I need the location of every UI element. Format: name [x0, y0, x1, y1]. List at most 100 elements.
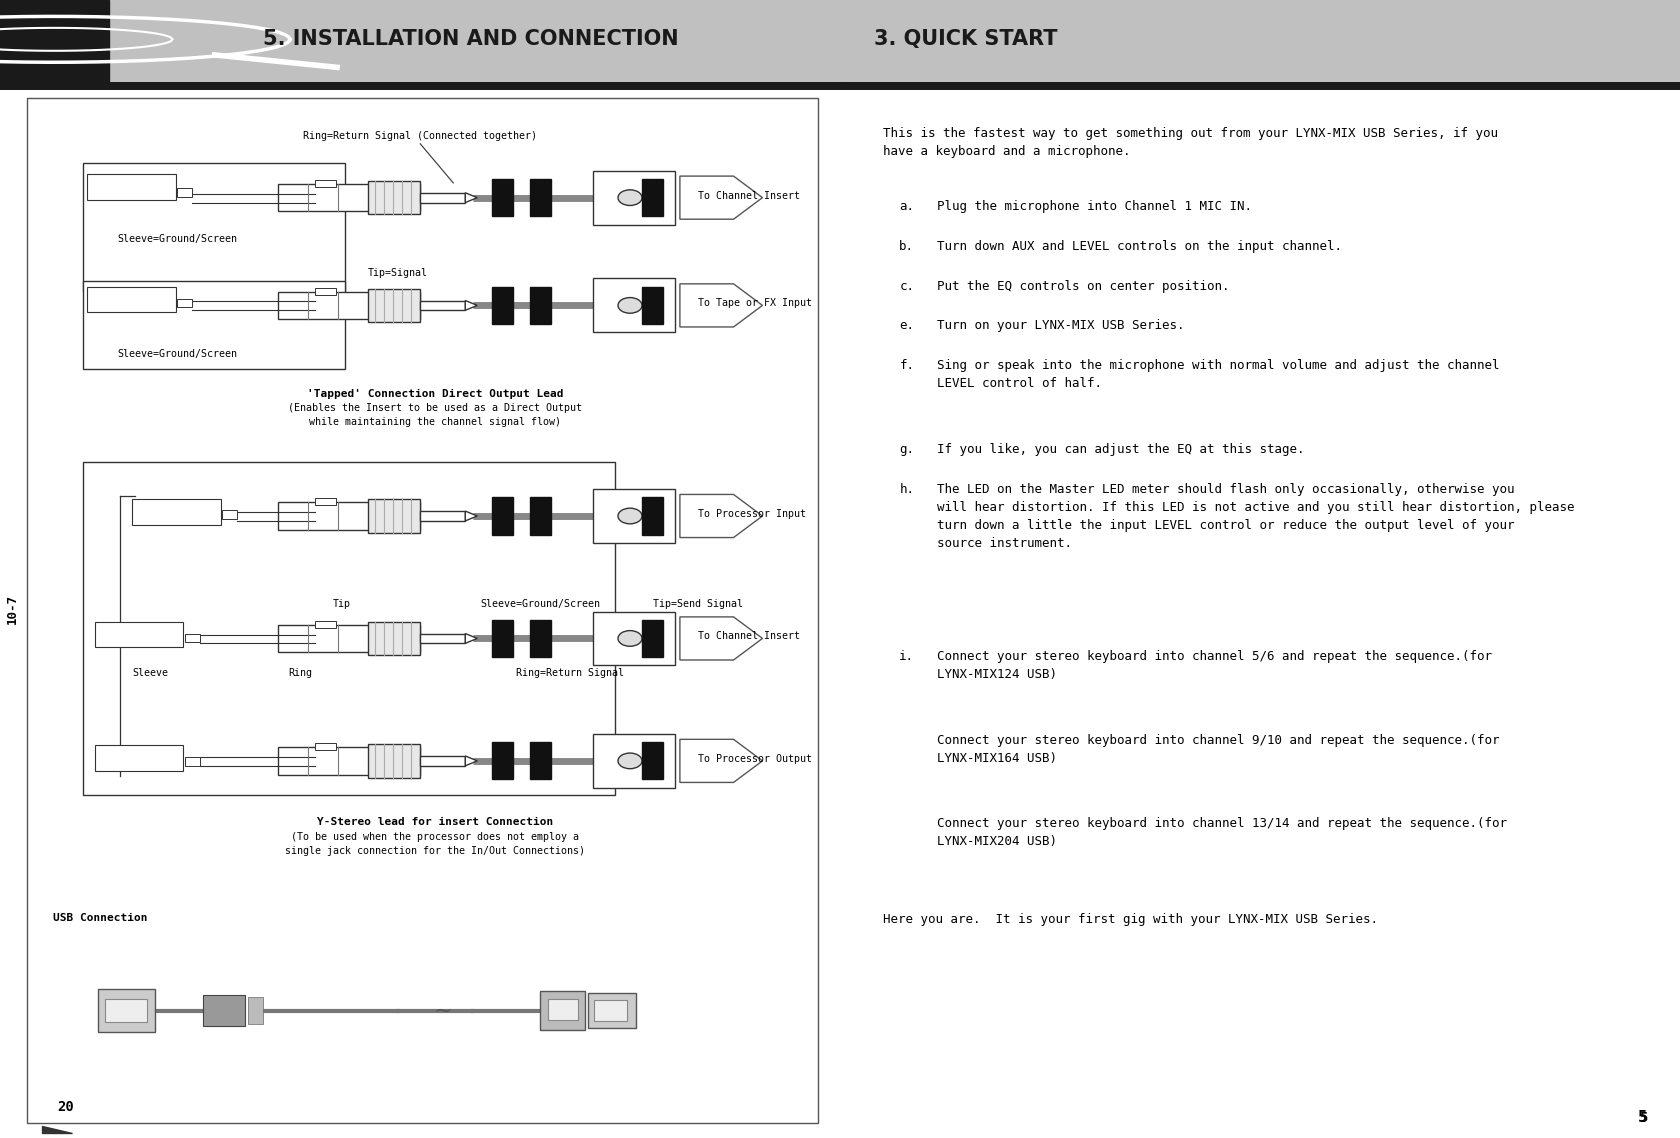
Bar	[588, 993, 637, 1029]
Bar	[176, 298, 192, 307]
Bar	[593, 279, 675, 332]
Text: Turn down AUX and LEVEL controls on the input channel.: Turn down AUX and LEVEL controls on the …	[937, 240, 1341, 253]
Circle shape	[618, 190, 642, 206]
Bar	[642, 287, 664, 324]
Bar	[529, 620, 551, 657]
Text: e.: e.	[899, 320, 914, 332]
Bar	[104, 999, 148, 1022]
Bar	[642, 742, 664, 780]
Bar	[492, 179, 512, 216]
Text: Plug the microphone into Channel 1 MIC IN.: Plug the microphone into Channel 1 MIC I…	[937, 200, 1252, 213]
Text: Put the EQ controls on center position.: Put the EQ controls on center position.	[937, 280, 1230, 292]
Bar	[593, 611, 675, 666]
Text: (To be used when the processor does not employ a
single jack connection for the : (To be used when the processor does not …	[286, 832, 585, 857]
Text: i.: i.	[899, 650, 914, 663]
Bar	[277, 291, 420, 319]
Text: Tip=Send Signal: Tip=Send Signal	[652, 599, 743, 609]
Text: 3. QUICK START: 3. QUICK START	[874, 30, 1057, 49]
Bar	[642, 497, 664, 535]
Bar	[314, 621, 336, 628]
Polygon shape	[679, 494, 763, 537]
Text: Tip=Signal: Tip=Signal	[368, 267, 427, 278]
Bar	[492, 742, 512, 780]
Bar	[277, 502, 420, 529]
Text: Sleeve: Sleeve	[133, 668, 168, 678]
Polygon shape	[465, 511, 477, 521]
Text: Sing or speak into the microphone with normal volume and adjust the channel
LEVE: Sing or speak into the microphone with n…	[937, 360, 1499, 390]
Polygon shape	[465, 634, 477, 643]
Bar	[314, 498, 336, 505]
Text: 5. INSTALLATION AND CONNECTION: 5. INSTALLATION AND CONNECTION	[262, 30, 679, 49]
Polygon shape	[679, 740, 763, 783]
Text: 20: 20	[57, 1099, 74, 1113]
FancyBboxPatch shape	[133, 500, 220, 525]
Text: If you like, you can adjust the EQ at this stage.: If you like, you can adjust the EQ at th…	[937, 443, 1304, 456]
Text: Sleeve=Ground/Screen: Sleeve=Ground/Screen	[480, 599, 600, 609]
Bar	[368, 500, 420, 533]
Bar	[0, 0, 109, 82]
FancyBboxPatch shape	[87, 174, 175, 199]
Bar	[247, 997, 262, 1024]
Text: Tip: Tip	[333, 599, 351, 609]
Polygon shape	[679, 176, 763, 220]
Bar	[529, 497, 551, 535]
Text: To Channel Insert: To Channel Insert	[697, 191, 800, 200]
Bar	[593, 171, 675, 224]
Text: To Processor Output: To Processor Output	[697, 753, 811, 764]
Polygon shape	[679, 617, 763, 660]
Text: This is the fastest way to get something out from your LYNX-MIX USB Series, if y: This is the fastest way to get something…	[882, 126, 1497, 158]
Text: h.: h.	[899, 483, 914, 496]
Text: 'Tapped' Connection Direct Output Lead: 'Tapped' Connection Direct Output Lead	[307, 389, 563, 398]
Text: Ring=Return Signal (Connected together): Ring=Return Signal (Connected together)	[302, 131, 538, 141]
Bar	[185, 634, 200, 642]
Text: Ring=Return Signal: Ring=Return Signal	[516, 668, 623, 678]
Bar	[277, 184, 420, 212]
Circle shape	[618, 297, 642, 313]
Bar	[593, 734, 675, 787]
Bar	[539, 991, 585, 1030]
Text: f.: f.	[899, 360, 914, 372]
Bar	[277, 748, 420, 775]
Text: a.: a.	[899, 200, 914, 213]
Bar	[420, 634, 465, 643]
Bar	[185, 757, 200, 766]
Text: Turn on your LYNX-MIX USB Series.: Turn on your LYNX-MIX USB Series.	[937, 320, 1184, 332]
Text: To Processor Input: To Processor Input	[697, 509, 805, 519]
Text: b.: b.	[899, 240, 914, 253]
Text: To Tape or FX Input: To Tape or FX Input	[697, 298, 811, 308]
Text: Ring: Ring	[287, 668, 312, 678]
Bar	[109, 0, 840, 82]
Bar	[420, 511, 465, 521]
Text: 5: 5	[1638, 1112, 1646, 1125]
Text: Connect your stereo keyboard into channel 13/14 and repeat the sequence.(for
LYN: Connect your stereo keyboard into channe…	[937, 817, 1507, 848]
Bar	[82, 462, 615, 795]
Text: Sleeve=Ground/Screen: Sleeve=Ground/Screen	[118, 234, 237, 244]
Bar	[82, 281, 344, 369]
Bar	[368, 621, 420, 655]
Bar	[368, 744, 420, 777]
Text: Sleeve=Ground/Screen: Sleeve=Ground/Screen	[118, 349, 237, 360]
Bar	[642, 179, 664, 216]
Bar	[593, 489, 675, 543]
Text: 10-7: 10-7	[5, 594, 18, 624]
Bar	[314, 743, 336, 750]
Text: Here you are.  It is your first gig with your LYNX-MIX USB Series.: Here you are. It is your first gig with …	[882, 913, 1376, 926]
Polygon shape	[465, 756, 477, 766]
Polygon shape	[465, 300, 477, 311]
Bar	[82, 164, 344, 290]
Bar	[492, 620, 512, 657]
Text: To Channel Insert: To Channel Insert	[697, 632, 800, 642]
Text: 5: 5	[1638, 1111, 1646, 1125]
Bar	[548, 999, 578, 1021]
Bar	[529, 287, 551, 324]
Text: The LED on the Master LED meter should flash only occasionally, otherwise you
wi: The LED on the Master LED meter should f…	[937, 483, 1574, 550]
Polygon shape	[42, 1127, 72, 1133]
Bar	[420, 756, 465, 766]
Bar	[314, 288, 336, 295]
Bar	[595, 1000, 627, 1022]
Text: Connect your stereo keyboard into channel 5/6 and repeat the sequence.(for
LYNX-: Connect your stereo keyboard into channe…	[937, 650, 1492, 681]
Bar	[492, 497, 512, 535]
FancyBboxPatch shape	[94, 621, 183, 648]
Text: g.: g.	[899, 443, 914, 456]
Circle shape	[618, 753, 642, 768]
